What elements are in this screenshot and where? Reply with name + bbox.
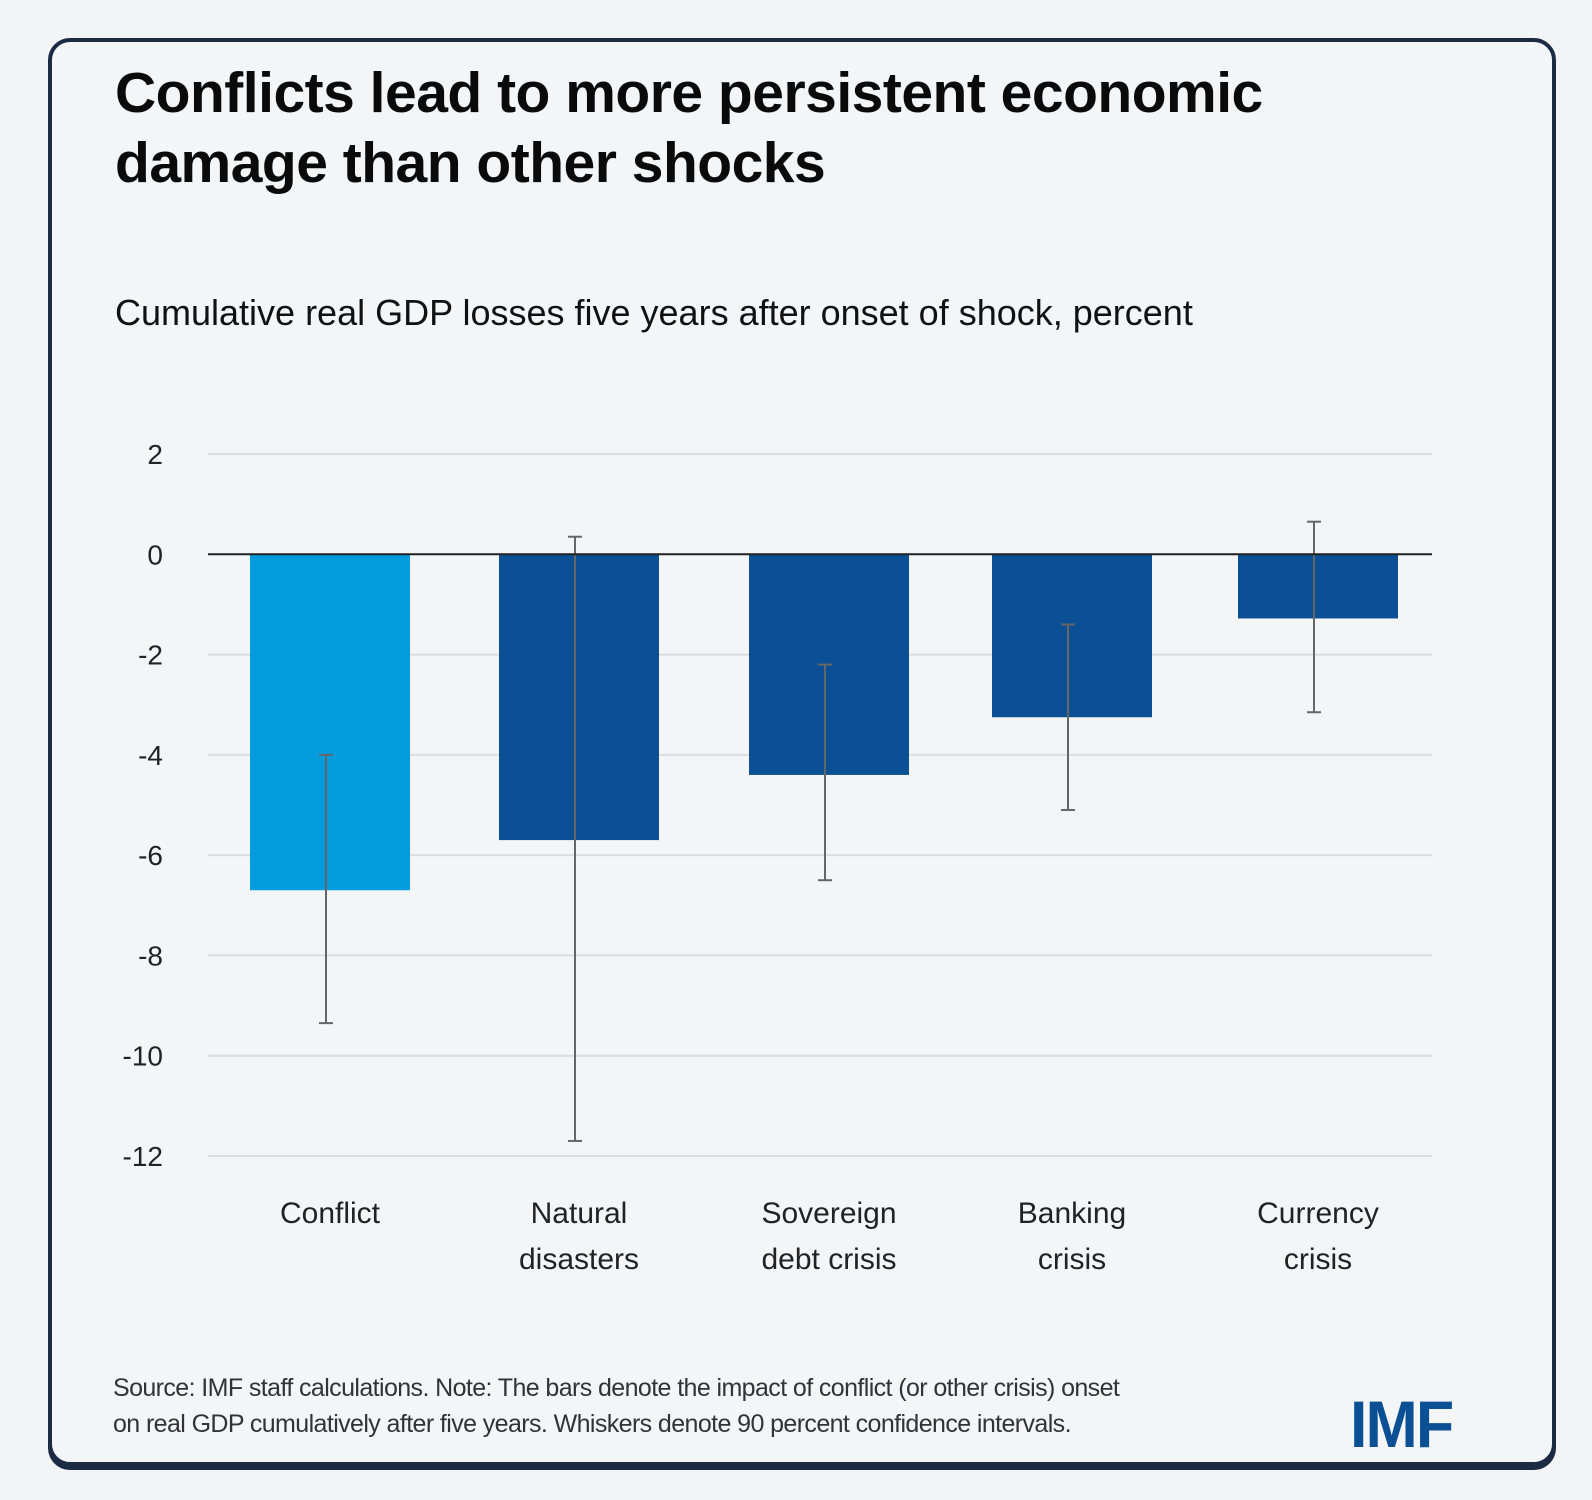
bar xyxy=(992,554,1152,718)
chart-title: Conflicts lead to more persistent econom… xyxy=(115,61,1263,195)
y-tick-label: -12 xyxy=(123,1141,163,1172)
x-category-label: debt crisis xyxy=(761,1243,896,1276)
x-category-label: crisis xyxy=(1038,1243,1106,1276)
x-category-label: Natural xyxy=(531,1197,628,1230)
x-category-label: Conflict xyxy=(280,1197,381,1230)
x-category-label: disasters xyxy=(519,1243,639,1276)
bar xyxy=(1238,554,1398,619)
source-note: Source: IMF staff calculations. Note: Th… xyxy=(113,1370,1120,1442)
imf-logo: IMF xyxy=(1350,1387,1454,1461)
y-tick-label: -4 xyxy=(138,740,163,771)
x-category-label: Currency xyxy=(1257,1197,1379,1230)
y-tick-label: -6 xyxy=(138,840,163,871)
note-line-2: on real GDP cumulatively after five year… xyxy=(113,1410,1072,1438)
y-tick-label: 0 xyxy=(147,539,163,570)
chart-subtitle: Cumulative real GDP losses five years af… xyxy=(115,292,1193,333)
note-line-1: Source: IMF staff calculations. Note: Th… xyxy=(113,1374,1120,1402)
y-tick-label: -8 xyxy=(138,940,163,971)
x-category-label: Banking xyxy=(1018,1197,1126,1230)
bar xyxy=(250,554,410,891)
x-category-label: crisis xyxy=(1284,1243,1352,1276)
bar-chart: 2 0 -2 -4 -6 -8 -10 -12 Conflict Natural disasters… xyxy=(123,439,1432,1276)
y-tick-label: 2 xyxy=(147,439,163,470)
y-tick-label: -2 xyxy=(138,640,163,671)
y-tick-label: -10 xyxy=(123,1041,163,1072)
bar xyxy=(499,554,659,841)
x-category-label: Sovereign xyxy=(761,1197,896,1230)
